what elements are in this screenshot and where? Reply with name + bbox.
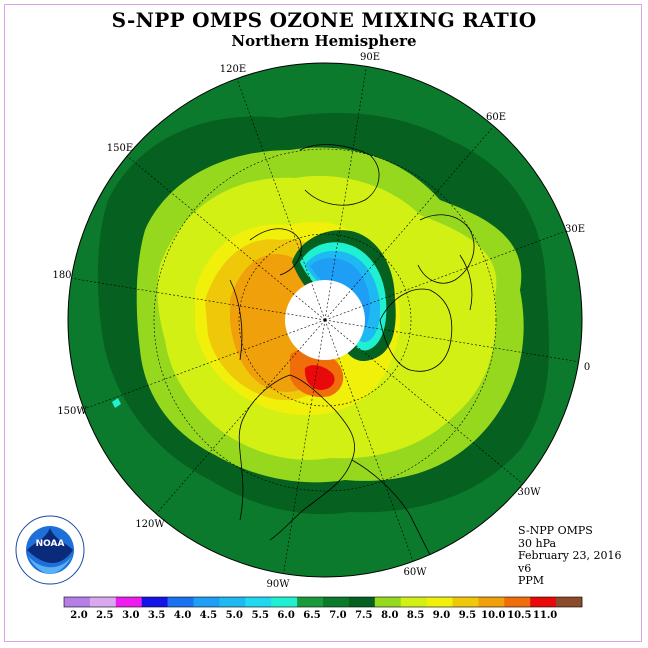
lon-label-60w: 60W bbox=[403, 567, 427, 578]
colorbar-tick-label: 5.0 bbox=[226, 610, 243, 621]
colorbar-tick-label: 2.5 bbox=[96, 610, 113, 621]
info-level: 30 hPa bbox=[518, 536, 557, 550]
lon-label-90w: 90W bbox=[266, 579, 290, 590]
colorbar-swatch bbox=[400, 597, 427, 607]
graticule bbox=[69, 63, 581, 577]
colorbar-tick-label: 8.5 bbox=[407, 610, 424, 621]
colorbar-swatch bbox=[141, 597, 168, 607]
colorbar-tick-label: 8.0 bbox=[381, 610, 398, 621]
colorbar-tick-label: 9.0 bbox=[433, 610, 450, 621]
colorbar-tick-label: 7.0 bbox=[329, 610, 346, 621]
colorbar-tick-label: 3.0 bbox=[122, 610, 139, 621]
page-title: S-NPP OMPS OZONE MIXING RATIO bbox=[111, 8, 537, 32]
lon-label-60e: 60E bbox=[486, 112, 506, 123]
colorbar-swatch bbox=[64, 597, 91, 607]
colorbar-tick-label: 11.0 bbox=[533, 610, 557, 621]
colorbar: 2.0 2.5 3.0 3.5 4.0 4.5 5.0 5.5 6.0 6.5 7.0 7.5 8.0 8… bbox=[63, 596, 583, 621]
colorbar-border bbox=[63, 596, 583, 608]
colorbar-swatch bbox=[89, 597, 117, 607]
colorbar-tick-label: 10.0 bbox=[481, 610, 505, 621]
colorbar-swatch bbox=[530, 597, 557, 607]
colorbar-swatch bbox=[504, 597, 531, 607]
colorbar-tick-label: 2.0 bbox=[70, 610, 87, 621]
colorbar-tick-label: 7.5 bbox=[355, 610, 372, 621]
ozone-field bbox=[68, 63, 582, 577]
map-boundary bbox=[67, 62, 583, 578]
colorbar-tick-label: 9.5 bbox=[459, 610, 476, 621]
colorbar-tick-label: 5.5 bbox=[252, 610, 269, 621]
page-subtitle: Northern Hemisphere bbox=[231, 32, 417, 50]
lon-label-120e: 120E bbox=[220, 64, 246, 75]
colorbar-tick-label: 3.5 bbox=[148, 610, 165, 621]
colorbar-swatch bbox=[426, 597, 453, 607]
info-date: February 23, 2016 bbox=[518, 549, 622, 562]
colorbar-swatch bbox=[374, 597, 401, 607]
colorbar-swatch bbox=[219, 597, 246, 607]
colorbar-tick-label: 4.5 bbox=[200, 610, 217, 621]
colorbar-swatch bbox=[556, 597, 583, 607]
colorbar-swatch bbox=[323, 597, 350, 607]
lon-label-150e: 150E bbox=[107, 143, 133, 154]
noaa-logo-text: NOAA bbox=[36, 539, 65, 549]
colorbar-tick-label: 10.5 bbox=[507, 610, 531, 621]
lon-label-150w: 150W bbox=[57, 406, 87, 417]
colorbar-tick-label: 4.0 bbox=[174, 610, 191, 621]
coastlines bbox=[229, 144, 475, 576]
colorbar-tick-label: 6.5 bbox=[303, 610, 320, 621]
colorbar-swatch bbox=[167, 597, 194, 607]
colorbar-swatch bbox=[193, 597, 220, 607]
colorbar-tick-label: 6.0 bbox=[277, 610, 294, 621]
info-block: S-NPP OMPS 30 hPa February 23, 2016 v6 P… bbox=[518, 524, 622, 588]
noaa-logo: NOAA bbox=[15, 515, 85, 585]
lon-label-120w: 120W bbox=[135, 519, 165, 530]
lon-label-180: 180 bbox=[52, 270, 71, 281]
lon-label-0: 0 bbox=[584, 362, 590, 373]
lon-label-90e: 90E bbox=[360, 52, 380, 63]
colorbar-swatch bbox=[478, 597, 505, 607]
longitude-labels: 90E 60E 30E 0 30W 60W 90W 120W 150W 180 … bbox=[52, 52, 590, 590]
info-instrument: S-NPP OMPS bbox=[518, 524, 593, 537]
info-units: PPM bbox=[518, 574, 545, 587]
colorbar-swatch bbox=[452, 597, 479, 607]
colorbar-swatch bbox=[297, 597, 324, 607]
info-version: v6 bbox=[518, 561, 532, 575]
colorbar-swatch bbox=[245, 597, 272, 607]
lon-label-30w: 30W bbox=[517, 487, 541, 498]
lon-label-30e: 30E bbox=[565, 224, 585, 235]
colorbar-swatch bbox=[115, 597, 142, 607]
colorbar-swatch bbox=[271, 597, 298, 607]
colorbar-swatch bbox=[348, 597, 376, 607]
